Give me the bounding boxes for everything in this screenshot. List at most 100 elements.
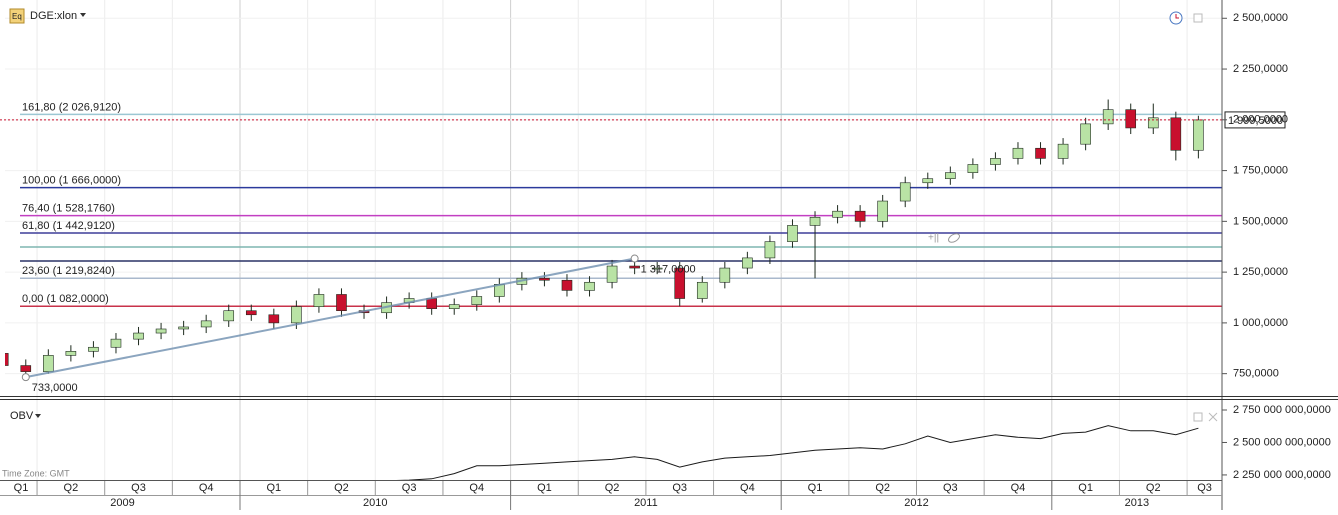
candle-body <box>110 338 122 348</box>
quarter-label: Q3 <box>1197 482 1212 494</box>
candle-body <box>899 182 911 202</box>
candle-body <box>155 328 167 334</box>
candle-body <box>922 178 934 184</box>
candle-body <box>877 200 888 222</box>
candle-body <box>178 326 189 330</box>
quarter-label: Q1 <box>14 482 29 494</box>
y-tick-label: 2 500 000 000,0000 <box>1233 436 1331 448</box>
eq-icon[interactable] <box>9 8 25 24</box>
candle-body <box>5 353 9 366</box>
quarter-label: Q1 <box>266 482 281 494</box>
candle-body <box>1147 117 1159 129</box>
fib-level-label: 161,80 (2 026,9120) <box>22 101 121 113</box>
quarter-label: Q4 <box>740 482 755 494</box>
y-tick-label: 1 750,0000 <box>1233 164 1288 176</box>
quarter-label: Q4 <box>199 482 214 494</box>
candle-body <box>65 351 77 356</box>
quarter-label: Q2 <box>334 482 349 494</box>
fib-level-label: 0,00 (1 082,0000) <box>22 293 109 305</box>
candle-body <box>88 346 99 352</box>
year-label: 2010 <box>363 497 387 509</box>
candle-body <box>448 304 460 309</box>
candle-body <box>426 298 437 309</box>
quarter-label: Q1 <box>537 482 552 494</box>
obv-label[interactable]: OBV <box>10 410 34 422</box>
y-tick-label: 2 000,0000 <box>1233 114 1288 126</box>
year-label: 2009 <box>110 497 134 509</box>
candle-body <box>200 320 212 328</box>
candle-body <box>854 210 866 222</box>
year-label: 2011 <box>634 497 658 509</box>
candle-body <box>606 265 618 283</box>
quarter-label: Q2 <box>64 482 79 494</box>
candle-body <box>336 294 347 312</box>
close-icon[interactable] <box>1208 412 1218 422</box>
candle-body <box>1102 109 1114 125</box>
y-tick-label: 2 250,0000 <box>1233 63 1288 75</box>
clock-hands <box>1175 14 1179 19</box>
quarter-label: Q4 <box>469 482 484 494</box>
candle-body <box>674 267 686 299</box>
candle-body <box>291 306 302 324</box>
candle-body <box>539 277 550 281</box>
overlay: 161,80 (2 026,9120) 100,00 (1 666,0000) 76… <box>0 101 1286 394</box>
fib-level-label: 76,40 (1 528,1760) <box>22 203 115 215</box>
eq-icon-text: Eq <box>12 12 22 21</box>
last-value-label: 1 999,5000 <box>1228 115 1283 127</box>
y-tick-label: 1 500,0000 <box>1233 215 1288 227</box>
symbol-label[interactable]: DGE:xlon <box>30 10 77 22</box>
candle-body <box>133 332 144 340</box>
candle-body <box>223 310 235 322</box>
candle-body <box>313 294 325 307</box>
dropdown-arrow[interactable] <box>80 13 86 17</box>
quarter-label: Q3 <box>402 482 417 494</box>
candle-body <box>471 296 483 305</box>
candle-body <box>809 216 821 226</box>
candle-body <box>1035 147 1046 159</box>
dropdown-arrow[interactable] <box>35 414 41 418</box>
window-icon[interactable] <box>1193 412 1203 422</box>
quarter-label: Q1 <box>808 482 823 494</box>
tool-icon[interactable]: +|| <box>928 233 939 244</box>
candle-body <box>651 267 663 270</box>
window-icon[interactable] <box>1193 13 1203 23</box>
quarter-label: Q3 <box>672 482 687 494</box>
y-tick-label: 750,0000 <box>1233 368 1279 380</box>
candle-body <box>1170 117 1182 151</box>
candle-body <box>584 281 595 291</box>
candle-body <box>268 314 280 324</box>
candle-body <box>787 225 798 242</box>
y-tick-label: 2 500,0000 <box>1233 12 1288 24</box>
eraser-icon[interactable] <box>947 232 961 244</box>
quarter-label: Q4 <box>1011 482 1026 494</box>
candle-body <box>967 164 979 173</box>
quarter-label: Q1 <box>1078 482 1093 494</box>
y-tick-label: 1 000,0000 <box>1233 317 1288 329</box>
candle-body <box>1193 119 1204 151</box>
quarter-label: Q2 <box>875 482 890 494</box>
candle-body <box>832 210 843 218</box>
candle-body <box>1125 109 1137 129</box>
time-zone: Time Zone: GMT <box>2 468 70 478</box>
obv-line <box>396 425 1199 480</box>
fib-level-label: 23,60 (1 219,8240) <box>22 265 115 277</box>
anchor-point <box>21 373 30 382</box>
candle-body <box>990 158 1001 165</box>
annotation-label: 1 317,0000 <box>641 263 696 275</box>
candle-body <box>629 265 640 269</box>
candle-body <box>696 281 708 299</box>
candle-body <box>945 172 956 180</box>
year-label: 2012 <box>904 497 928 509</box>
obv-panel <box>396 425 1199 480</box>
candle-body <box>20 365 32 372</box>
y-tick-label: 2 750 000 000,0000 <box>1233 404 1331 416</box>
candle-body <box>1012 147 1024 159</box>
candle-body <box>742 257 753 269</box>
fib-level-label: 100,00 (1 666,0000) <box>22 175 121 187</box>
quarter-label: Q3 <box>131 482 146 494</box>
candle-body <box>561 279 573 291</box>
trend-line <box>25 257 635 379</box>
